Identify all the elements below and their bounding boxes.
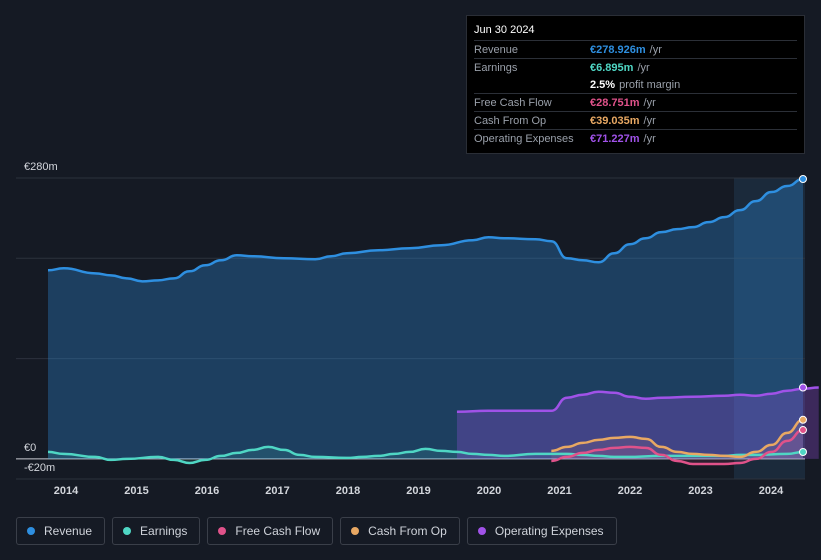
marker-free-cash-flow [799, 426, 807, 435]
x-tick-label: 2017 [265, 485, 289, 497]
legend-dot-icon [477, 527, 486, 535]
line-cash-from-op [551, 418, 804, 459]
legend-item-revenue[interactable]: Revenue [16, 517, 106, 545]
line-free-cash-flow [551, 428, 804, 466]
legend-item-cash-from-op[interactable]: Cash From Op [340, 517, 460, 545]
x-tick-label: 2021 [547, 485, 571, 497]
tooltip-row: 2.5% profit margin [474, 76, 797, 93]
tooltip-row: Earnings €6.895m/yr [474, 58, 797, 76]
tooltip-unit: /yr [643, 114, 656, 127]
x-tick-label: 2018 [336, 485, 360, 497]
chart-canvas: €280m €0 -€20m 2014 2015 2016 2017 2018 2019 202… [16, 161, 819, 497]
gridlines [16, 177, 805, 480]
x-tick-label: 2024 [759, 485, 784, 497]
data-tooltip: Jun 30 2024 Revenue €278.926m/yr Earnings €… [466, 15, 805, 154]
legend-dot-icon [123, 527, 132, 535]
area-revenue [48, 179, 803, 459]
marker-cash-from-op [799, 415, 807, 424]
x-tick-label: 2014 [54, 485, 79, 497]
tooltip-row: Cash From Op €39.035m/yr [474, 111, 797, 129]
x-tick-label: 2022 [618, 485, 642, 497]
tooltip-unit: /yr [649, 43, 662, 56]
marker-operating-expenses [799, 383, 807, 392]
tooltip-unit: profit margin [619, 78, 681, 91]
x-tick-label: 2016 [195, 485, 219, 497]
line-earnings [47, 445, 804, 465]
x-tick-label: 2019 [406, 485, 430, 497]
legend-item-earnings[interactable]: Earnings [112, 517, 201, 545]
tooltip-label: Revenue [474, 43, 519, 56]
area-operating-expenses [456, 387, 819, 459]
marker-earnings [799, 448, 807, 457]
y-tick-label: -€20m [24, 462, 55, 474]
legend-label: Cash From Op [368, 524, 447, 538]
tooltip-label: Free Cash Flow [474, 96, 552, 109]
legend-label: Earnings [140, 524, 188, 538]
tooltip-value: 2.5% [590, 78, 616, 91]
area-cash-from-op [551, 419, 803, 459]
area-earnings [48, 446, 803, 463]
tooltip-unit: /yr [643, 96, 656, 109]
line-revenue [47, 177, 804, 283]
tooltip-value: €39.035m [590, 114, 640, 127]
legend-dot-icon [218, 527, 227, 535]
legend-label: Free Cash Flow [235, 524, 321, 538]
y-tick-label: €0 [24, 442, 36, 454]
series-lines [47, 177, 819, 466]
legend-label: Operating Expenses [494, 524, 604, 538]
tooltip-unit: /yr [643, 132, 656, 145]
marker-revenue [799, 175, 807, 184]
tooltip-value: €28.751m [590, 96, 640, 109]
x-axis-labels: 2014 2015 2016 2017 2018 2019 2020 2021 2022 2023… [54, 485, 784, 497]
tooltip-row: Revenue €278.926m/yr [474, 40, 797, 58]
tooltip-date: Jun 30 2024 [474, 24, 535, 36]
x-tick-label: 2023 [688, 485, 712, 497]
legend-item-operating-expenses[interactable]: Operating Expenses [466, 517, 617, 545]
tooltip-label: Operating Expenses [474, 132, 574, 145]
legend-label: Revenue [44, 524, 93, 538]
series-end-markers [799, 175, 807, 457]
legend-dot-icon [351, 527, 360, 535]
tooltip-label: Cash From Op [474, 114, 547, 127]
series-areas [48, 179, 819, 464]
x-tick-label: 2015 [124, 485, 148, 497]
legend-dot-icon [27, 527, 35, 535]
y-tick-label: €280m [24, 161, 58, 173]
tooltip-unit: /yr [637, 61, 650, 74]
x-tick-label: 2020 [477, 485, 501, 497]
line-operating-expenses [456, 386, 819, 414]
chart-legend: Revenue Earnings Free Cash Flow Cash From O… [16, 517, 624, 547]
tooltip-row: Operating Expenses €71.227m/yr [474, 129, 797, 147]
y-axis-labels: €280m €0 -€20m [24, 161, 58, 474]
tooltip-label: Earnings [474, 61, 518, 74]
tooltip-value: €71.227m [590, 132, 640, 145]
legend-item-free-cash-flow[interactable]: Free Cash Flow [207, 517, 334, 545]
tooltip-value: €278.926m [590, 43, 646, 56]
tooltip-value: €6.895m [590, 61, 634, 74]
area-free-cash-flow [551, 430, 803, 464]
tooltip-row: Free Cash Flow €28.751m/yr [474, 93, 797, 111]
